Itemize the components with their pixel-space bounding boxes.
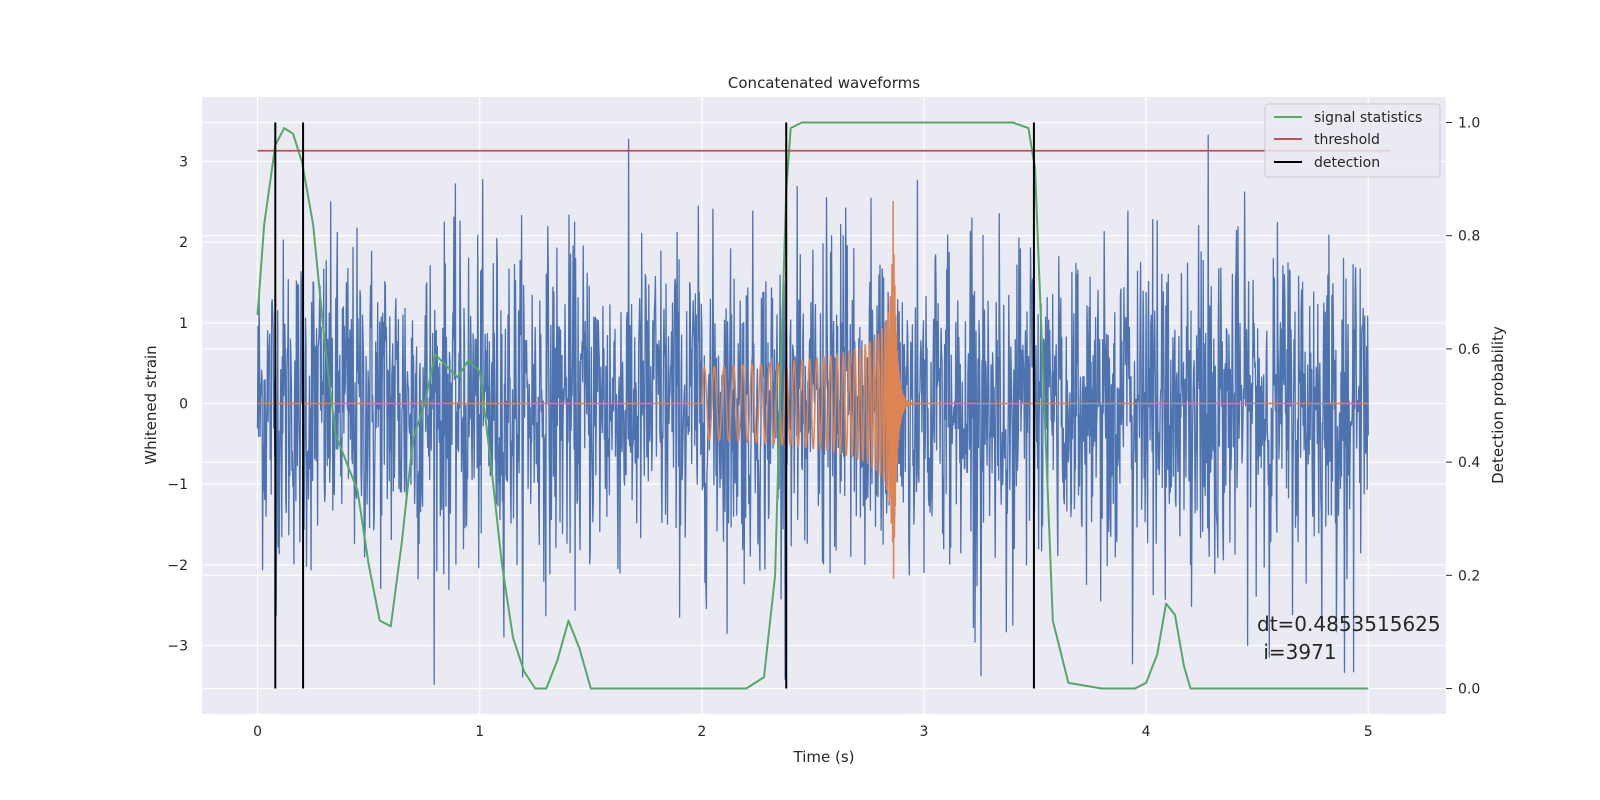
x-tick-label: 1 xyxy=(475,724,484,740)
y-right-tick-label: 0.0 xyxy=(1458,682,1480,698)
y-left-tick-label: −2 xyxy=(167,558,188,574)
y-right-tick-label: 0.2 xyxy=(1458,568,1480,584)
y-right-tick-labels: 0.0 0.2 0.4 0.6 0.8 1.0 xyxy=(1446,115,1480,698)
y-right-tick-label: 0.6 xyxy=(1458,342,1480,358)
legend: signal statistics threshold detection xyxy=(1264,103,1441,178)
legend-box xyxy=(1264,103,1441,178)
y-left-tick-label: 0 xyxy=(179,396,188,412)
y-left-tick-label: −1 xyxy=(167,477,188,493)
legend-label-signal-statistics: signal statistics xyxy=(1314,110,1422,126)
annotation-dt: dt=0.4853515625 xyxy=(1257,612,1441,636)
y-right-tick-label: 0.8 xyxy=(1458,229,1480,245)
x-tick-label: 0 xyxy=(253,724,262,740)
annotation-i: i=3971 xyxy=(1257,640,1337,664)
x-tick-label: 3 xyxy=(920,724,929,740)
chirp-series-line xyxy=(257,200,1369,579)
y-left-axis-label: Whitened strain xyxy=(142,345,160,464)
legend-label-detection: detection xyxy=(1314,155,1380,171)
y-left-tick-labels: −3 −2 −1 0 1 2 3 xyxy=(167,155,188,655)
noise-series-line xyxy=(256,134,1369,685)
x-tick-labels: 0 1 2 3 4 5 xyxy=(253,724,1373,740)
signal-statistics-line xyxy=(256,121,1369,690)
x-tick-label: 2 xyxy=(697,724,706,740)
legend-label-threshold: threshold xyxy=(1314,132,1380,148)
y-right-tick-label: 1.0 xyxy=(1458,115,1480,131)
y-right-axis-label: Detection probability xyxy=(1489,326,1507,484)
y-left-tick-label: −3 xyxy=(167,638,188,654)
series-layer xyxy=(256,121,1391,690)
x-tick-label: 5 xyxy=(1364,724,1373,740)
y-left-tick-label: 2 xyxy=(179,235,188,251)
chart-title: Concatenated waveforms xyxy=(728,74,920,92)
y-left-tick-label: 3 xyxy=(179,155,188,171)
y-left-tick-label: 1 xyxy=(179,316,188,332)
y-right-tick-label: 0.4 xyxy=(1458,455,1480,471)
x-tick-label: 4 xyxy=(1142,724,1151,740)
x-axis-label: Time (s) xyxy=(793,748,855,766)
